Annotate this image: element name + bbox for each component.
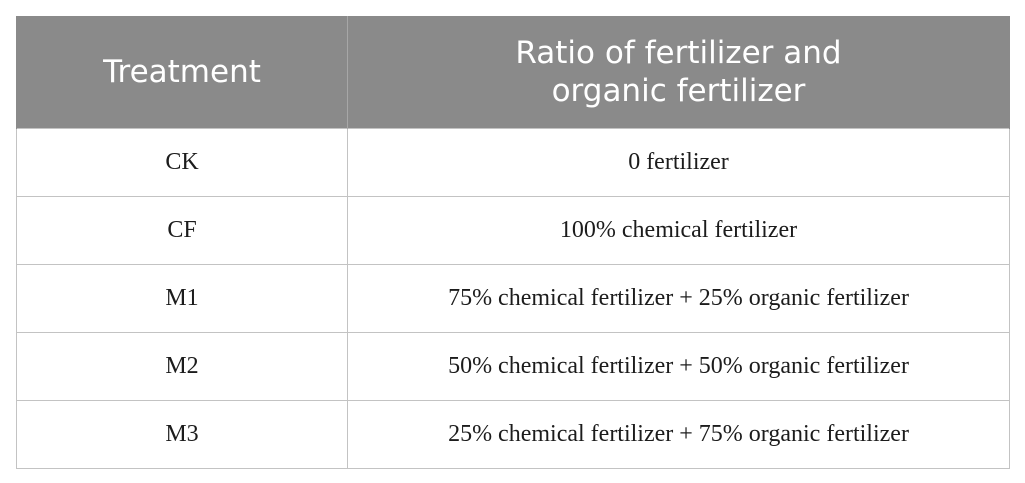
header-ratio-line-2: organic fertilizer: [551, 73, 806, 109]
table-row: M2 50% chemical fertilizer + 50% organic…: [16, 332, 1010, 401]
cell-ratio: 100% chemical fertilizer: [347, 196, 1010, 265]
cell-ratio: 0 fertilizer: [347, 128, 1010, 197]
cell-ratio: 75% chemical fertilizer + 25% organic fe…: [347, 264, 1010, 333]
table-row: M3 25% chemical fertilizer + 75% organic…: [16, 400, 1010, 469]
cell-treatment: M1: [16, 264, 348, 333]
table-header: Treatment Ratio of fertilizer and organi…: [16, 16, 1010, 129]
table-row: CK 0 fertilizer: [16, 128, 1010, 197]
cell-treatment: M2: [16, 332, 348, 401]
header-treatment: Treatment: [16, 16, 348, 129]
cell-treatment: M3: [16, 400, 348, 469]
table-row: CF 100% chemical fertilizer: [16, 196, 1010, 265]
header-row: Treatment Ratio of fertilizer and organi…: [16, 16, 1010, 129]
cell-ratio: 25% chemical fertilizer + 75% organic fe…: [347, 400, 1010, 469]
cell-treatment: CK: [16, 128, 348, 197]
fertilizer-treatment-table: Treatment Ratio of fertilizer and organi…: [16, 16, 1010, 469]
fertilizer-treatment-table-container: Treatment Ratio of fertilizer and organi…: [16, 16, 1010, 469]
header-ratio: Ratio of fertilizer and organic fertiliz…: [347, 16, 1010, 129]
table-row: M1 75% chemical fertilizer + 25% organic…: [16, 264, 1010, 333]
table-body: CK 0 fertilizer CF 100% chemical fertili…: [16, 128, 1010, 469]
cell-ratio: 50% chemical fertilizer + 50% organic fe…: [347, 332, 1010, 401]
cell-treatment: CF: [16, 196, 348, 265]
header-ratio-line-1: Ratio of fertilizer and: [515, 35, 842, 71]
